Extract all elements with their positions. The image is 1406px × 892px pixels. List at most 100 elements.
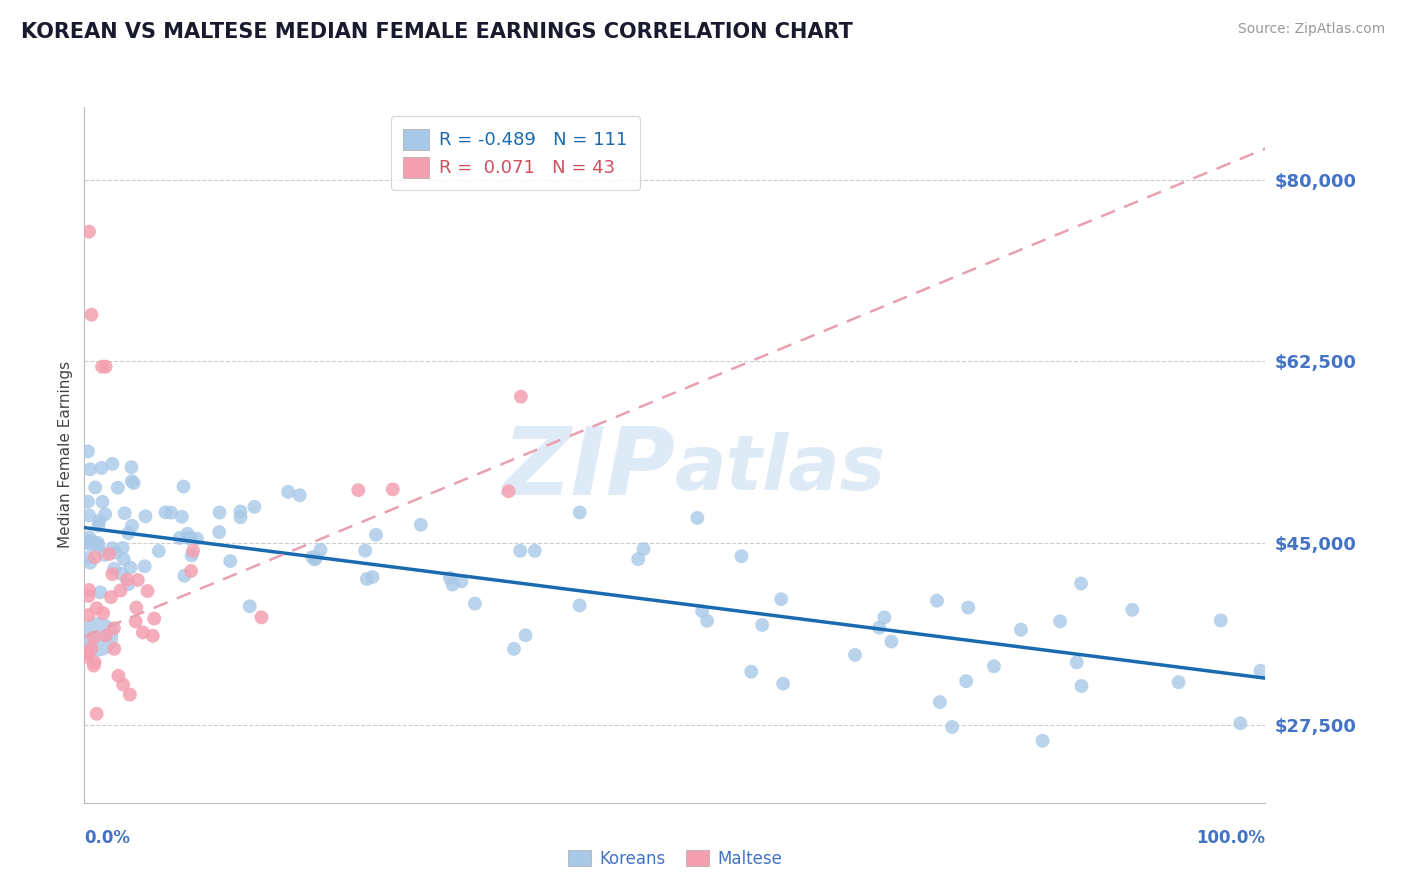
Point xyxy=(77,550,100,565)
Point xyxy=(770,592,793,607)
Point xyxy=(120,460,142,475)
Point xyxy=(409,517,432,532)
Point xyxy=(941,720,963,734)
Point xyxy=(1049,615,1071,629)
Point xyxy=(77,646,100,660)
Point xyxy=(364,528,387,542)
Point xyxy=(120,560,142,574)
Point xyxy=(117,577,139,591)
Point xyxy=(87,539,110,553)
Point xyxy=(77,589,100,603)
Point xyxy=(91,606,114,620)
Point xyxy=(305,551,328,566)
Point xyxy=(94,629,117,643)
Point xyxy=(772,676,794,690)
Point xyxy=(627,552,650,566)
Point xyxy=(180,549,202,563)
Point xyxy=(90,461,112,475)
Point xyxy=(690,604,713,618)
Point xyxy=(121,518,143,533)
Point xyxy=(79,538,101,552)
Point xyxy=(509,544,531,558)
Point xyxy=(568,599,591,613)
Text: Source: ZipAtlas.com: Source: ZipAtlas.com xyxy=(1237,22,1385,37)
Point xyxy=(87,536,110,550)
Point xyxy=(160,506,183,520)
Point xyxy=(180,564,202,578)
Point xyxy=(86,706,108,721)
Point xyxy=(633,542,655,557)
Point xyxy=(176,526,198,541)
Point xyxy=(124,615,146,629)
Point xyxy=(441,577,464,591)
Text: 100.0%: 100.0% xyxy=(1197,829,1265,847)
Point xyxy=(89,585,111,599)
Point xyxy=(77,534,100,549)
Point xyxy=(928,695,950,709)
Point xyxy=(142,629,165,643)
Point xyxy=(696,614,718,628)
Point xyxy=(523,544,546,558)
Point xyxy=(568,505,591,519)
Point xyxy=(955,674,977,689)
Point xyxy=(101,567,124,582)
Point xyxy=(1121,603,1143,617)
Point xyxy=(503,641,526,656)
Point xyxy=(229,504,252,518)
Point xyxy=(509,390,531,404)
Point xyxy=(354,543,377,558)
Point xyxy=(277,484,299,499)
Point xyxy=(155,505,177,519)
Point xyxy=(304,552,326,566)
Point xyxy=(83,656,105,670)
Point xyxy=(439,571,461,585)
Text: atlas: atlas xyxy=(675,432,886,506)
Point xyxy=(957,600,980,615)
Point xyxy=(101,457,124,471)
Point xyxy=(100,590,122,604)
Point xyxy=(143,611,166,625)
Point xyxy=(77,582,100,597)
Point xyxy=(208,506,231,520)
Point xyxy=(77,225,100,239)
Point xyxy=(87,630,110,644)
Point xyxy=(301,550,323,565)
Point xyxy=(132,625,155,640)
Point xyxy=(873,610,896,624)
Point xyxy=(172,479,194,493)
Point xyxy=(740,665,762,679)
Point xyxy=(1229,716,1251,731)
Point xyxy=(186,532,208,546)
Point xyxy=(134,509,156,524)
Point xyxy=(177,531,200,545)
Point xyxy=(122,475,145,490)
Point xyxy=(1167,675,1189,690)
Point xyxy=(450,574,472,589)
Point xyxy=(868,621,890,635)
Point xyxy=(91,359,114,374)
Point xyxy=(77,649,100,664)
Point xyxy=(118,688,141,702)
Point xyxy=(115,573,138,587)
Point xyxy=(170,509,193,524)
Point xyxy=(83,631,105,645)
Point xyxy=(103,621,125,635)
Text: KOREAN VS MALTESE MEDIAN FEMALE EARNINGS CORRELATION CHART: KOREAN VS MALTESE MEDIAN FEMALE EARNINGS… xyxy=(21,22,853,42)
Point xyxy=(107,481,129,495)
Point xyxy=(243,500,266,514)
Point xyxy=(80,308,103,322)
Point xyxy=(86,601,108,615)
Point xyxy=(110,583,132,598)
Point xyxy=(169,531,191,545)
Point xyxy=(1010,623,1032,637)
Point xyxy=(288,488,311,502)
Point xyxy=(464,597,486,611)
Point xyxy=(80,641,103,656)
Point xyxy=(1070,576,1092,591)
Point xyxy=(101,541,124,556)
Point xyxy=(125,600,148,615)
Point xyxy=(751,618,773,632)
Point xyxy=(117,526,139,541)
Point xyxy=(208,525,231,540)
Point xyxy=(103,562,125,576)
